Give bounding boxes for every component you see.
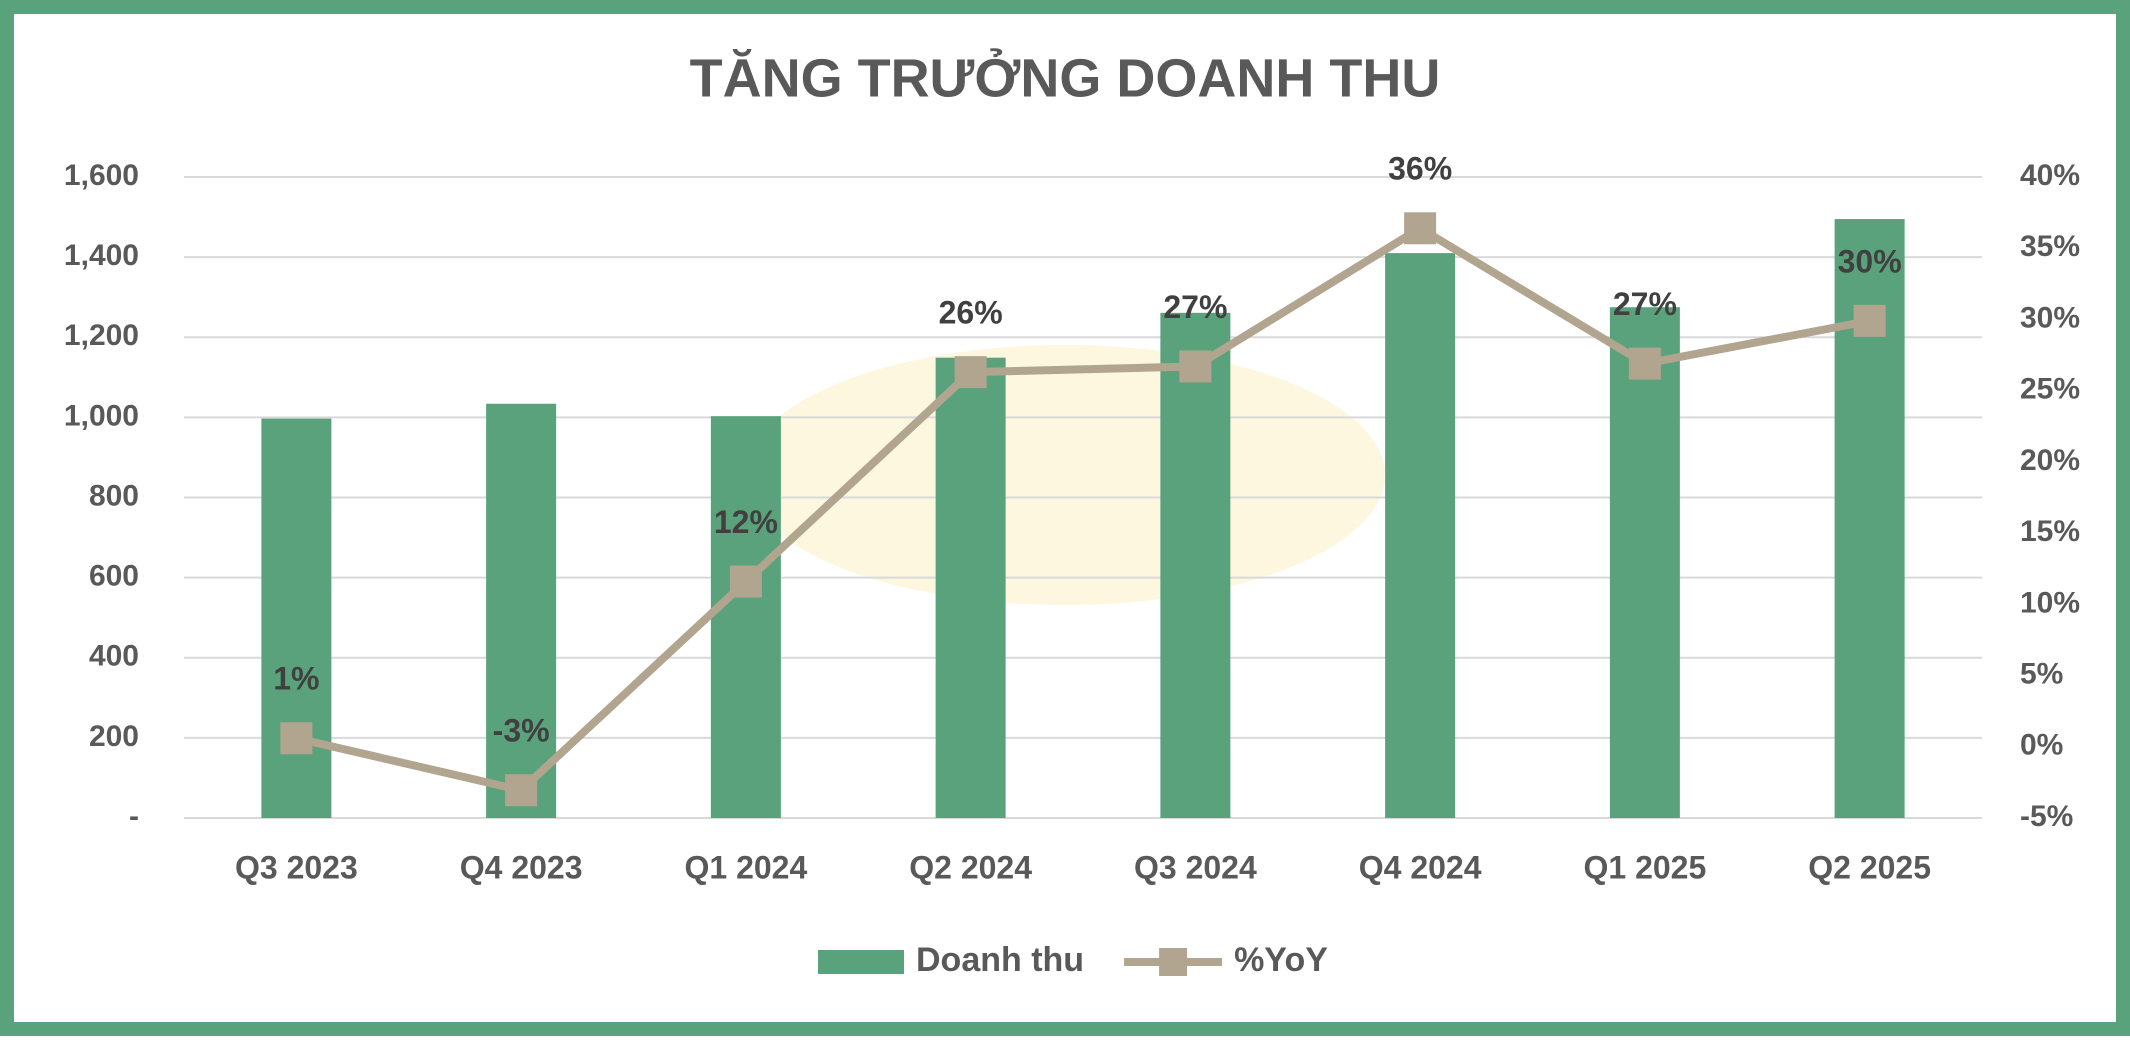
y-tick-label: 1,200 bbox=[64, 319, 139, 352]
data-label: 36% bbox=[1388, 151, 1452, 187]
bar bbox=[935, 357, 1006, 818]
watermark bbox=[745, 345, 1385, 605]
data-label: 1% bbox=[273, 661, 319, 697]
line bbox=[295, 224, 1871, 795]
line-marker bbox=[729, 565, 762, 598]
y2-tick-label: 30% bbox=[2020, 301, 2080, 334]
line-marker bbox=[280, 722, 313, 755]
bar bbox=[1160, 312, 1231, 818]
data-label: -3% bbox=[493, 713, 550, 749]
bar bbox=[261, 418, 332, 818]
x-tick-label: Q3 2023 bbox=[235, 849, 358, 885]
x-tick-label: Q3 2024 bbox=[1134, 849, 1257, 885]
y-tick-label: 1,600 bbox=[64, 159, 139, 192]
y-tick-label: 200 bbox=[89, 720, 139, 753]
y2-tick-label: 5% bbox=[2020, 657, 2063, 690]
y-tick-label: 600 bbox=[89, 560, 139, 593]
line-marker bbox=[954, 356, 987, 389]
line-marker bbox=[1853, 304, 1886, 337]
line-marker bbox=[1628, 347, 1661, 380]
legend-swatch bbox=[1159, 948, 1188, 976]
line-marker bbox=[1404, 212, 1437, 245]
data-label: 26% bbox=[939, 295, 1003, 331]
data-label: 27% bbox=[1163, 289, 1227, 325]
x-tick-label: Q4 2023 bbox=[460, 849, 583, 885]
y2-tick-label: -5% bbox=[2020, 800, 2073, 833]
line-marker bbox=[505, 774, 538, 807]
y2-tick-label: 40% bbox=[2020, 159, 2080, 192]
legend-label: %YoY bbox=[1234, 941, 1328, 979]
y-tick-label: 400 bbox=[89, 640, 139, 673]
y2-tick-label: 0% bbox=[2020, 729, 2063, 762]
x-tick-label: Q1 2025 bbox=[1583, 849, 1706, 885]
line-marker bbox=[1179, 350, 1212, 383]
data-label: 30% bbox=[1838, 243, 1902, 279]
x-tick-label: Q2 2024 bbox=[909, 849, 1032, 885]
y2-tick-label: 35% bbox=[2020, 230, 2080, 263]
bar bbox=[486, 403, 557, 818]
data-label: 27% bbox=[1613, 286, 1677, 322]
y-tick-label: 1,000 bbox=[64, 399, 139, 432]
y2-tick-label: 25% bbox=[2020, 373, 2080, 406]
y-tick-label: - bbox=[129, 800, 139, 833]
chart-title: TĂNG TRƯỞNG DOANH THU bbox=[690, 48, 1441, 108]
legend-label: Doanh thu bbox=[916, 941, 1084, 979]
legend-swatch bbox=[818, 950, 904, 974]
y2-tick-label: 20% bbox=[2020, 444, 2080, 477]
watermark-logo bbox=[745, 345, 1385, 605]
bar bbox=[710, 416, 781, 818]
data-label: 12% bbox=[714, 504, 778, 540]
y2-tick-label: 10% bbox=[2020, 586, 2080, 619]
y-tick-label: 800 bbox=[89, 479, 139, 512]
x-tick-label: Q1 2024 bbox=[684, 849, 807, 885]
x-tick-label: Q4 2024 bbox=[1359, 849, 1482, 885]
y-tick-label: 1,400 bbox=[64, 239, 139, 272]
x-tick-label: Q2 2025 bbox=[1808, 849, 1931, 885]
y2-tick-label: 15% bbox=[2020, 515, 2080, 548]
bar bbox=[1609, 307, 1680, 818]
bar bbox=[1385, 253, 1456, 818]
